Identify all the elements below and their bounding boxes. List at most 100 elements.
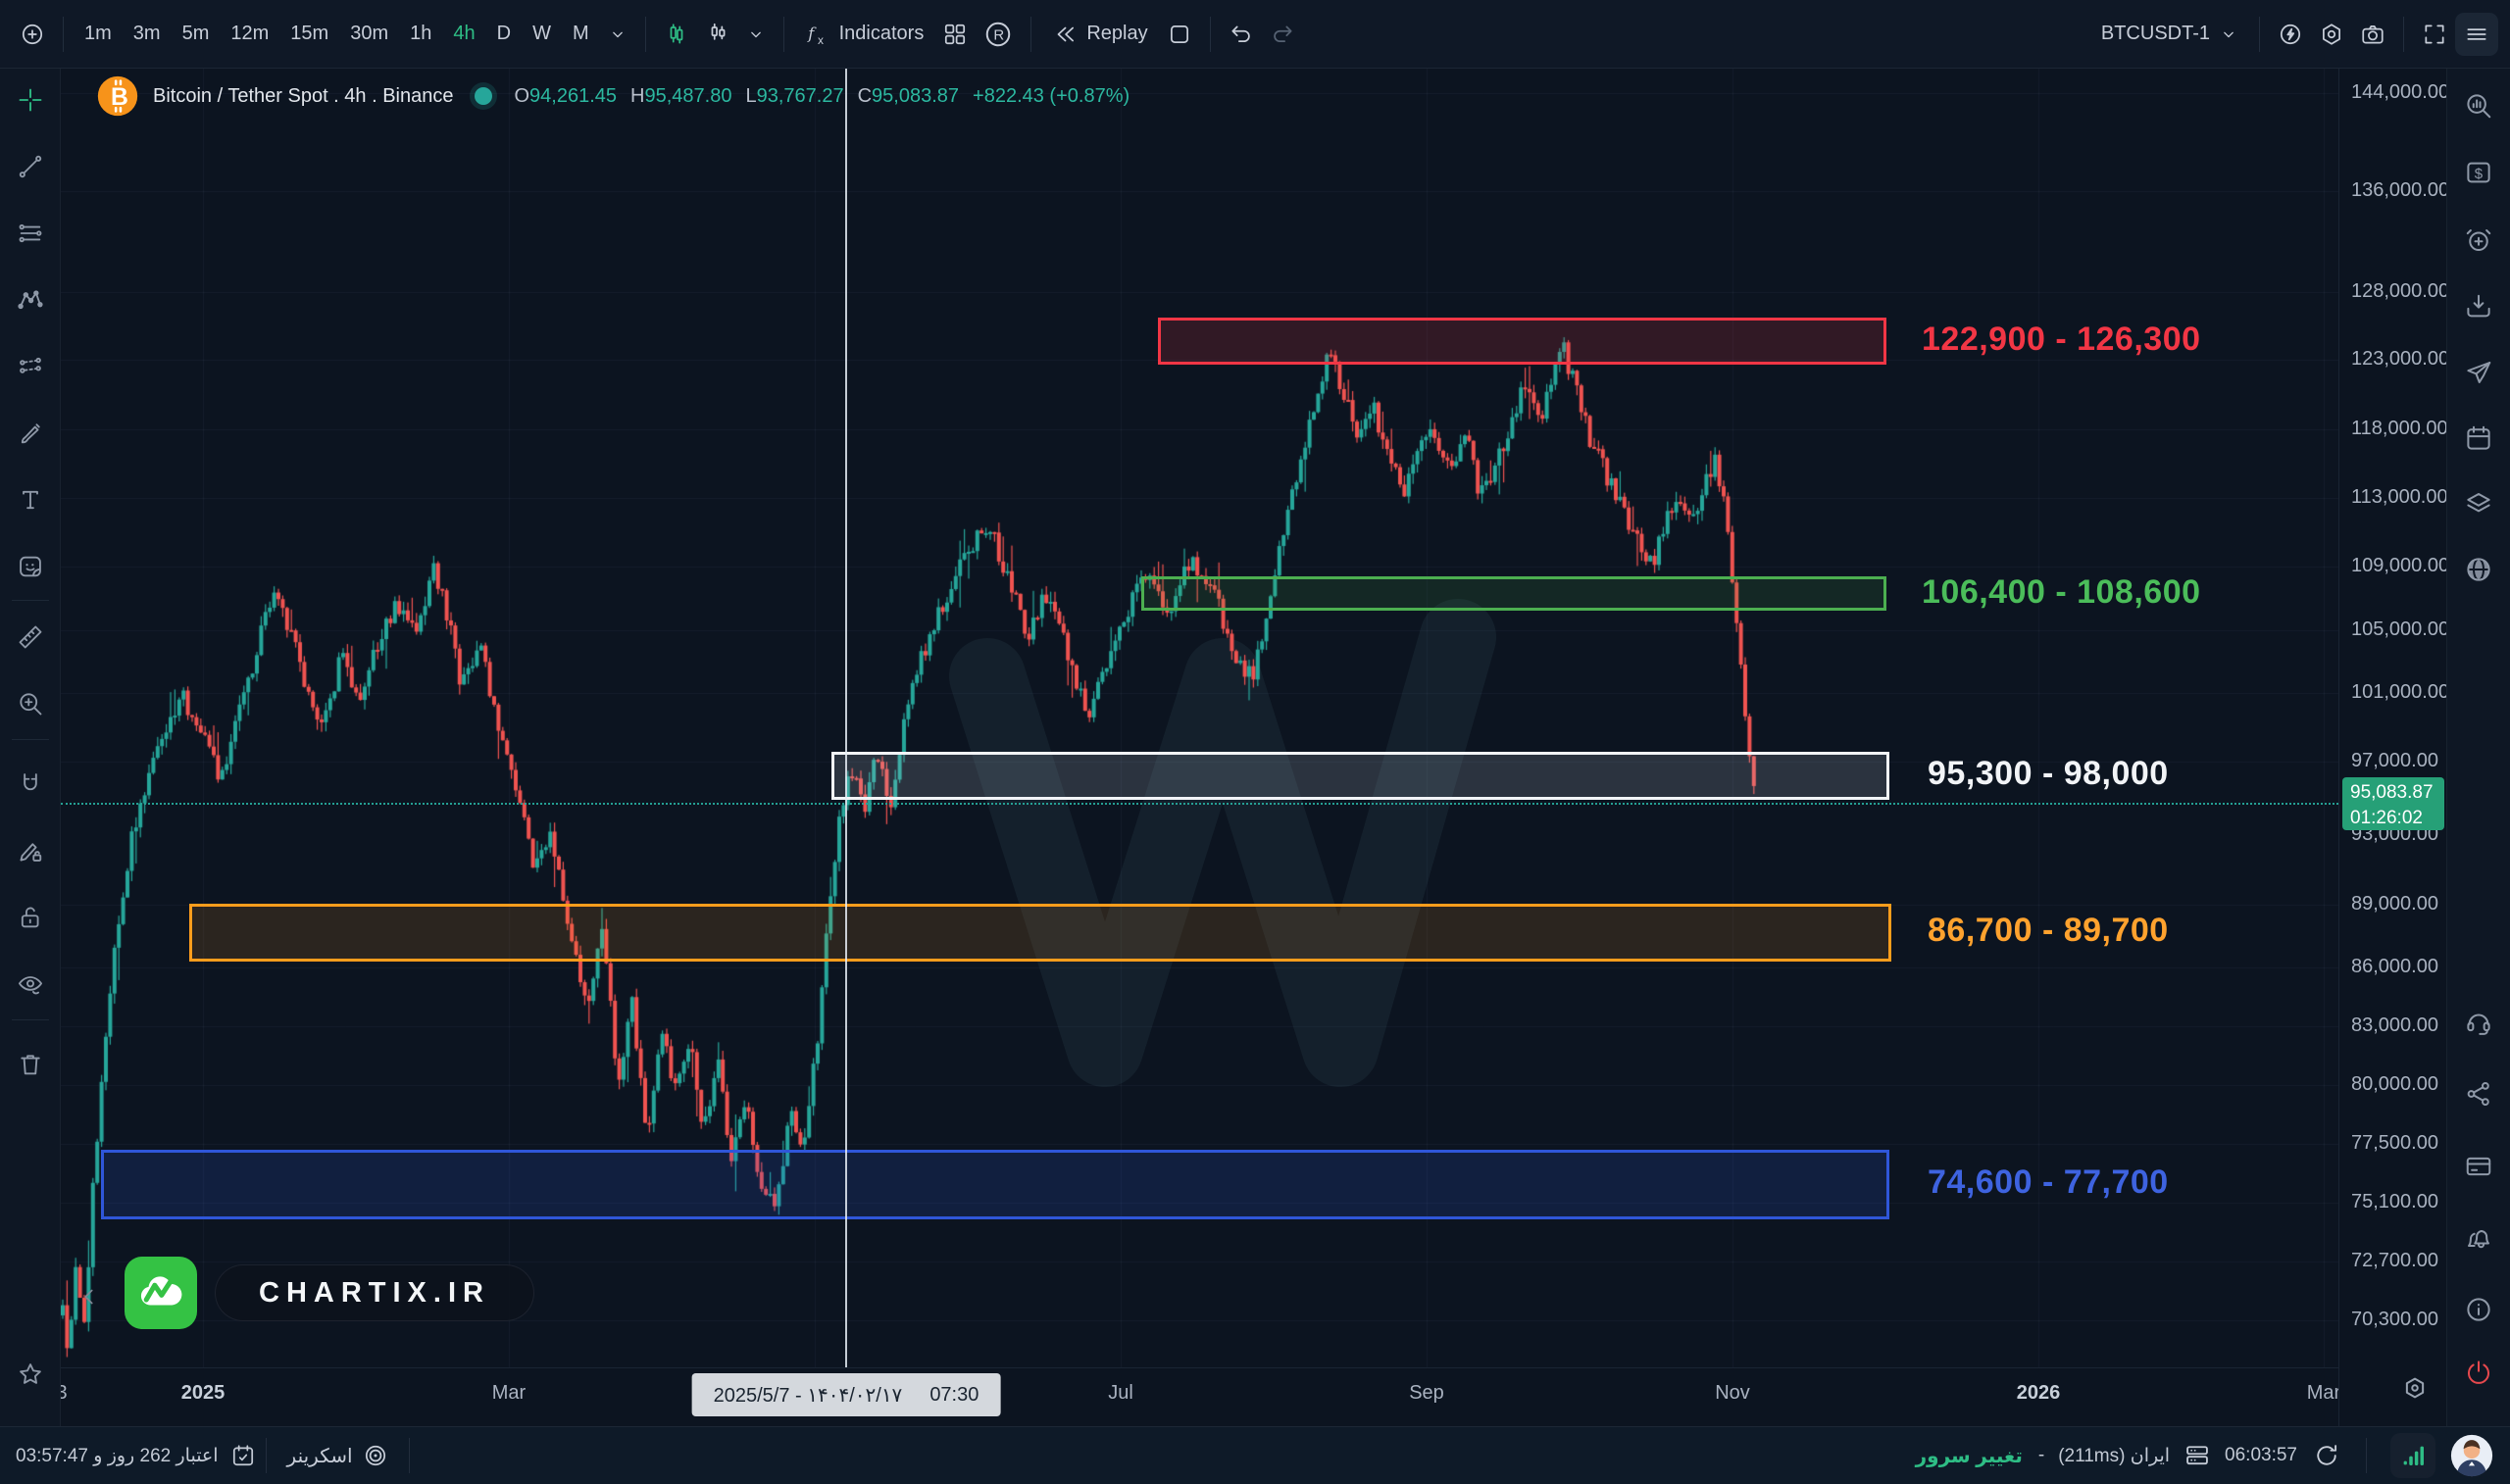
timeframe-W[interactable]: W [522, 15, 562, 53]
user-avatar[interactable] [2449, 1433, 2494, 1478]
chart-type-candles-button[interactable] [656, 14, 697, 55]
chart-type-menu-button[interactable] [738, 17, 774, 52]
timeframe-menu-button[interactable] [600, 17, 635, 52]
timeframe-15m[interactable]: 15m [279, 15, 339, 53]
sticker-tool[interactable] [13, 549, 48, 584]
refresh-button[interactable] [2311, 1440, 2342, 1471]
price-tick: 72,700.00 [2351, 1250, 2438, 1271]
high-value: 95,487.80 [644, 84, 732, 107]
change-server-label: تغییر سرور [1915, 1445, 2023, 1467]
dollar-square-icon: $ [2464, 158, 2493, 187]
zone-red-label: 122,900 - 126,300 [1922, 321, 2201, 358]
notifications-button[interactable] [2460, 1222, 2497, 1260]
collapse-toolbar-button[interactable] [75, 1282, 104, 1311]
symbol-legend: B Bitcoin / Tether Spot . 4h . Binance O… [96, 74, 1130, 118]
lock-open-icon [17, 904, 44, 931]
add-alert-button[interactable] [2460, 222, 2497, 259]
globe-button[interactable] [2460, 551, 2497, 588]
info-icon [2464, 1295, 2493, 1324]
text-tool[interactable] [13, 482, 48, 518]
replay-label: Replay [1086, 23, 1148, 44]
timeframe-3m[interactable]: 3m [123, 15, 172, 53]
zone-green[interactable] [1141, 576, 1886, 611]
horizontal-lines-tool[interactable] [13, 216, 48, 251]
hide-drawings-tool[interactable] [13, 966, 48, 1002]
xabcd-pattern-tool[interactable] [13, 282, 48, 318]
screenshot-button[interactable] [2352, 14, 2393, 55]
ruler-tool[interactable] [13, 619, 48, 655]
settings-button[interactable] [2311, 14, 2352, 55]
stats-button[interactable] [2390, 1433, 2435, 1478]
remove-drawings-tool[interactable] [13, 1047, 48, 1082]
chart-type-hollow-button[interactable] [697, 14, 738, 55]
magnet-tool[interactable] [13, 767, 48, 802]
add-symbol-button[interactable] [12, 14, 53, 55]
timeframe-12m[interactable]: 12m [220, 15, 279, 53]
change-server-button[interactable]: تغییر سرور [1914, 1440, 2025, 1472]
export-button[interactable] [2460, 288, 2497, 325]
crosshair-date-tooltip: 2025/5/7 - ۱۴۰۴/۰۲/۱۷ 07:30 [691, 1373, 1001, 1416]
indicator-templates-button[interactable] [934, 14, 976, 55]
symbol-title[interactable]: Bitcoin / Tether Spot . 4h . Binance [153, 84, 454, 107]
timeframe-4h[interactable]: 4h [442, 15, 485, 53]
zone-blue[interactable] [101, 1150, 1889, 1219]
divider [2366, 1438, 2367, 1473]
layout-selector[interactable]: BTCUSDT-1 [2090, 15, 2249, 53]
info-button[interactable] [2460, 1291, 2497, 1328]
market-scanner-button[interactable] [2460, 87, 2497, 124]
timeframe-5m[interactable]: 5m [172, 15, 221, 53]
price-axis[interactable]: 93,000.00 95,083.87 01:26:02 144,000.00 1… [2338, 69, 2450, 1426]
bar-countdown: 01:26:02 [2350, 807, 2423, 828]
brush-tool[interactable] [13, 416, 48, 451]
crosshair-tool[interactable] [13, 82, 48, 118]
forecast-tool[interactable] [13, 349, 48, 384]
divider [12, 600, 49, 601]
calendar-check-icon [230, 1443, 256, 1468]
axis-settings-button[interactable] [2394, 1372, 2435, 1404]
zap-circle-icon [2278, 22, 2303, 47]
redo-button[interactable] [1262, 14, 1303, 55]
fullscreen-button[interactable] [2414, 14, 2455, 55]
price-tick: 97,000.00 [2351, 750, 2438, 771]
chart-pane[interactable]: 122,900 - 126,300 106,400 - 108,600 95,300… [61, 69, 2338, 1367]
drawing-edit-lock-tool[interactable] [13, 833, 48, 868]
undo-button[interactable] [1221, 14, 1262, 55]
price-tick: 109,000.00 [2351, 555, 2450, 576]
pricing-button[interactable]: $ [2460, 154, 2497, 191]
main-menu-button[interactable] [2455, 12, 2498, 56]
time-axis[interactable]: 2025/5/7 - ۱۴۰۴/۰۲/۱۷ 07:30 3 2025 Mar Jul S… [56, 1367, 2340, 1426]
calendar-icon [2464, 423, 2493, 453]
timeframe-1m[interactable]: 1m [74, 15, 123, 53]
tooltip-date: 2025/5/7 - ۱۴۰۴/۰۲/۱۷ [713, 1384, 903, 1407]
last-price-line [61, 803, 2338, 805]
crosshair-vertical-line [845, 69, 847, 1367]
quick-actions-button[interactable] [2270, 14, 2311, 55]
zone-red[interactable] [1158, 318, 1886, 365]
zone-white[interactable] [831, 752, 1889, 800]
lock-all-tool[interactable] [13, 900, 48, 935]
share-button[interactable] [2460, 1075, 2497, 1113]
frame-select-button[interactable] [1159, 14, 1200, 55]
price-tick: 113,000.00 [2351, 486, 2448, 508]
timeframe-D[interactable]: D [486, 15, 522, 53]
timeframe-M[interactable]: M [562, 15, 600, 53]
zone-blue-label: 74,600 - 77,700 [1928, 1163, 2169, 1201]
screener-button[interactable]: اسکرینر [276, 1435, 399, 1476]
r-script-button[interactable]: R [976, 12, 1021, 57]
layers-button[interactable] [2460, 485, 2497, 522]
price-tick: 136,000.00 [2351, 179, 2450, 201]
publish-button[interactable] [2460, 354, 2497, 391]
support-button[interactable] [2460, 1004, 2497, 1041]
replay-button[interactable]: Replay [1041, 14, 1158, 55]
payments-button[interactable] [2460, 1148, 2497, 1185]
calendar-button[interactable] [2460, 420, 2497, 457]
logout-button[interactable] [2460, 1354, 2497, 1391]
download-icon [2464, 292, 2493, 322]
trend-line-tool[interactable] [13, 149, 48, 184]
zone-orange[interactable] [189, 904, 1891, 962]
favorites-tool[interactable] [13, 1357, 48, 1392]
zoom-in-tool[interactable] [13, 686, 48, 721]
timeframe-30m[interactable]: 30m [339, 15, 399, 53]
timeframe-1h[interactable]: 1h [399, 15, 442, 53]
